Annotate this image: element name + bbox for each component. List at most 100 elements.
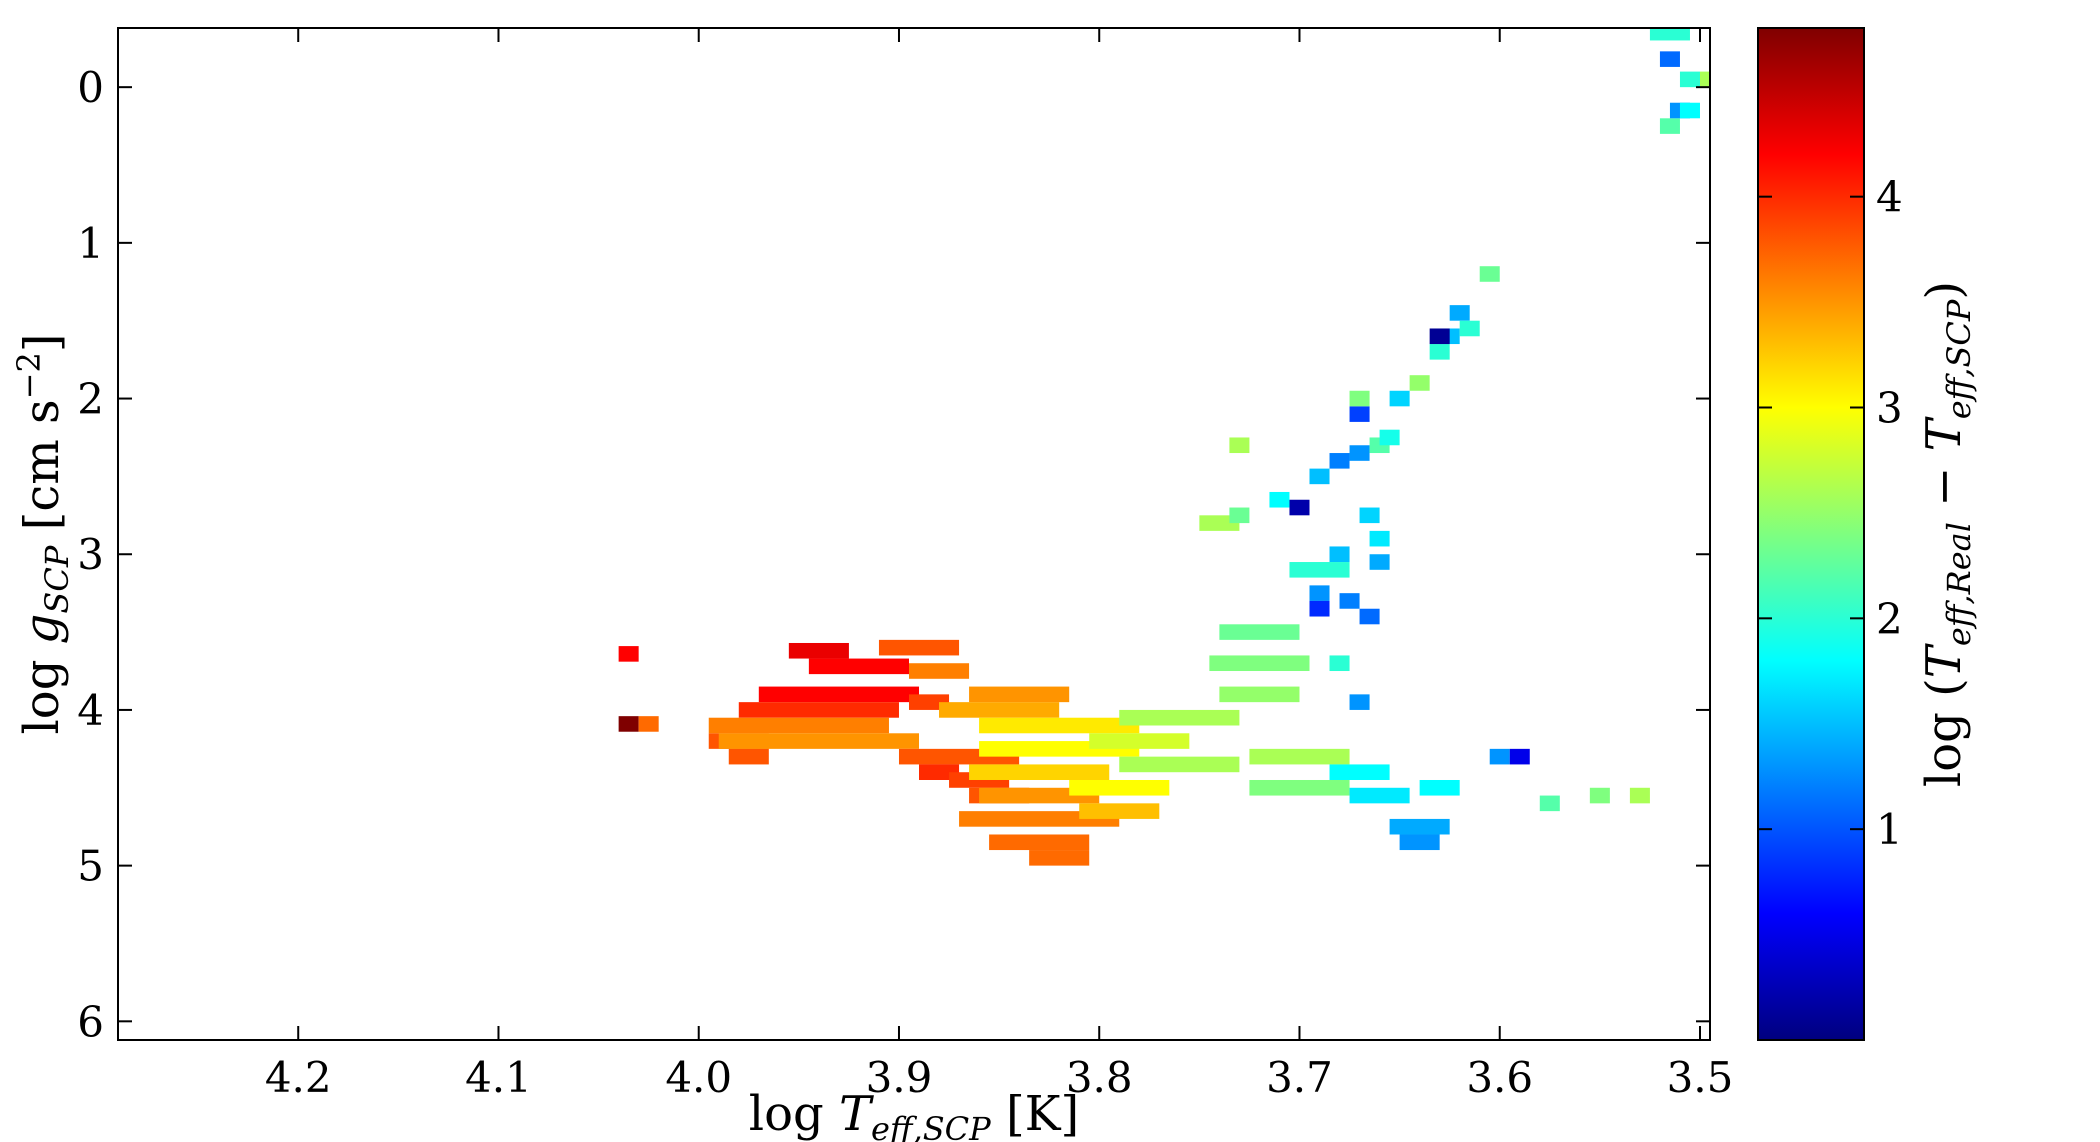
colorbar-label-var2: T xyxy=(1916,416,1972,451)
heatmap-cell xyxy=(1329,655,1350,672)
heatmap-cell xyxy=(1359,608,1380,625)
heatmap-cell xyxy=(1369,554,1390,570)
heatmap-cell xyxy=(728,748,769,765)
y-tick-label: 4 xyxy=(77,686,104,735)
heatmap-cell xyxy=(1349,445,1370,461)
heatmap-cell xyxy=(618,646,639,662)
colorbar-tick-label: 2 xyxy=(1876,594,1903,643)
heatmap-cell xyxy=(1349,406,1370,422)
heatmap-cell xyxy=(1249,748,1350,765)
y-axis-label-sub: SCP xyxy=(38,545,76,613)
x-axis-label-var: T xyxy=(839,1086,874,1142)
heatmap-cell xyxy=(969,764,1110,780)
heatmap-cell xyxy=(1379,429,1400,446)
y-tick-label: 2 xyxy=(77,375,104,424)
heatmap-cell xyxy=(1219,686,1300,703)
heatmap-cell xyxy=(1389,818,1450,835)
heatmap-cell xyxy=(1349,390,1370,407)
x-axis-ticks: 4.2 4.1 4.0 3.9 3.8 3.7 3.6 3.5 xyxy=(265,28,1734,1102)
y-tick-label: 0 xyxy=(77,63,104,112)
y-tick-label: 3 xyxy=(77,530,104,579)
heatmap-cell xyxy=(1329,546,1350,563)
y-tick-label: 6 xyxy=(77,997,104,1046)
heatmap-cell xyxy=(1509,748,1530,765)
heatmap-cell xyxy=(1329,764,1390,780)
y-axis-label-unit-sup: −2 xyxy=(10,352,48,399)
x-axis-label-prefix: log xyxy=(749,1086,839,1142)
x-axis-label-unit: [K] xyxy=(991,1086,1080,1142)
heatmap-cell xyxy=(1349,694,1370,710)
heatmap-cell xyxy=(1629,787,1650,804)
heatmap-cell xyxy=(1229,437,1250,454)
heatmap-cell xyxy=(808,658,909,675)
heatmap-cell xyxy=(1589,787,1610,804)
heatmap-cell xyxy=(788,642,849,659)
heatmap-cell xyxy=(1399,834,1440,851)
y-tick-label: 5 xyxy=(77,842,104,891)
heatmap-cell xyxy=(708,717,889,734)
heatmap-cell xyxy=(1309,468,1330,485)
heatmap-cell xyxy=(738,702,899,718)
heatmap-cell xyxy=(1659,51,1680,67)
heatmap-cell xyxy=(908,663,970,679)
heatmap-cell xyxy=(1219,624,1300,640)
heatmap-cell xyxy=(1429,344,1450,360)
heatmap-cell xyxy=(1249,779,1350,796)
x-tick-label: 3.5 xyxy=(1667,1053,1734,1102)
heatmap-cell xyxy=(758,686,920,703)
heatmap-cell xyxy=(878,639,960,656)
colorbar xyxy=(1757,27,1865,1041)
heatmap-cell xyxy=(1329,453,1350,469)
x-axis-label: log Teff,SCP [K] xyxy=(749,1086,1080,1142)
heatmap-cell xyxy=(1369,530,1390,547)
y-tick-label: 1 xyxy=(77,219,104,268)
colorbar-label-minus: − xyxy=(1916,451,1972,522)
y-axis-label-var: g xyxy=(14,614,70,645)
x-tick-label: 3.9 xyxy=(866,1053,933,1102)
heatmap-cell xyxy=(1119,756,1240,773)
y-axis-label-unit-end: ] xyxy=(14,333,70,352)
heatmap-cell xyxy=(969,686,1070,703)
y-axis-label-prefix: log xyxy=(14,644,70,734)
heatmap-cell xyxy=(1429,328,1450,345)
heatmap-cell xyxy=(939,702,1060,718)
heatmap-cell xyxy=(1479,266,1500,282)
x-tick-label: 4.1 xyxy=(465,1053,532,1102)
colorbar-label-sub1: eff,Real xyxy=(1940,522,1978,646)
heatmap-cell xyxy=(1209,655,1310,672)
plot-frame xyxy=(117,27,1711,1041)
heatmap-cell xyxy=(1309,600,1330,617)
heatmap-cell xyxy=(1359,507,1380,524)
heatmap-cells xyxy=(618,28,1710,866)
heatmap-cell xyxy=(1679,102,1700,119)
colorbar-label-var1: T xyxy=(1916,643,1972,678)
heatmap-cell xyxy=(979,717,1140,734)
heatmap-cell xyxy=(1539,795,1560,812)
heatmap-cell xyxy=(1089,733,1190,749)
colorbar-tick-label: 3 xyxy=(1876,384,1903,433)
colorbar-tick-label: 4 xyxy=(1876,173,1903,222)
x-tick-label: 3.8 xyxy=(1066,1053,1133,1102)
heatmap-cell xyxy=(1679,71,1700,88)
heatmap-cell xyxy=(638,716,659,732)
heatmap-cell xyxy=(1449,305,1470,321)
colorbar-label: log (Teff,Real − Teff,SCP) xyxy=(1916,281,1978,787)
heatmap-cell xyxy=(1459,320,1480,337)
x-tick-label: 3.6 xyxy=(1466,1053,1533,1102)
heatmap-cell xyxy=(1079,803,1160,819)
heatmap-cell xyxy=(1349,787,1410,804)
heatmap-cell xyxy=(1309,585,1330,601)
heatmap-cell xyxy=(1659,118,1680,134)
x-tick-label: 3.7 xyxy=(1266,1053,1333,1102)
colorbar-tick-label: 1 xyxy=(1876,805,1903,854)
heatmap-cell xyxy=(1649,28,1690,41)
heatmap-cell xyxy=(1339,593,1360,609)
y-axis-label: log gSCP [cm s−2] xyxy=(10,333,76,734)
heatmap-cell xyxy=(1069,779,1170,796)
heatmap-cell xyxy=(1389,390,1410,407)
heatmap-cell xyxy=(989,834,1090,851)
colorbar-label-suffix: ) xyxy=(1916,281,1972,300)
heatmap-cell xyxy=(1289,499,1310,516)
y-axis-label-unit: [cm s xyxy=(14,399,70,545)
